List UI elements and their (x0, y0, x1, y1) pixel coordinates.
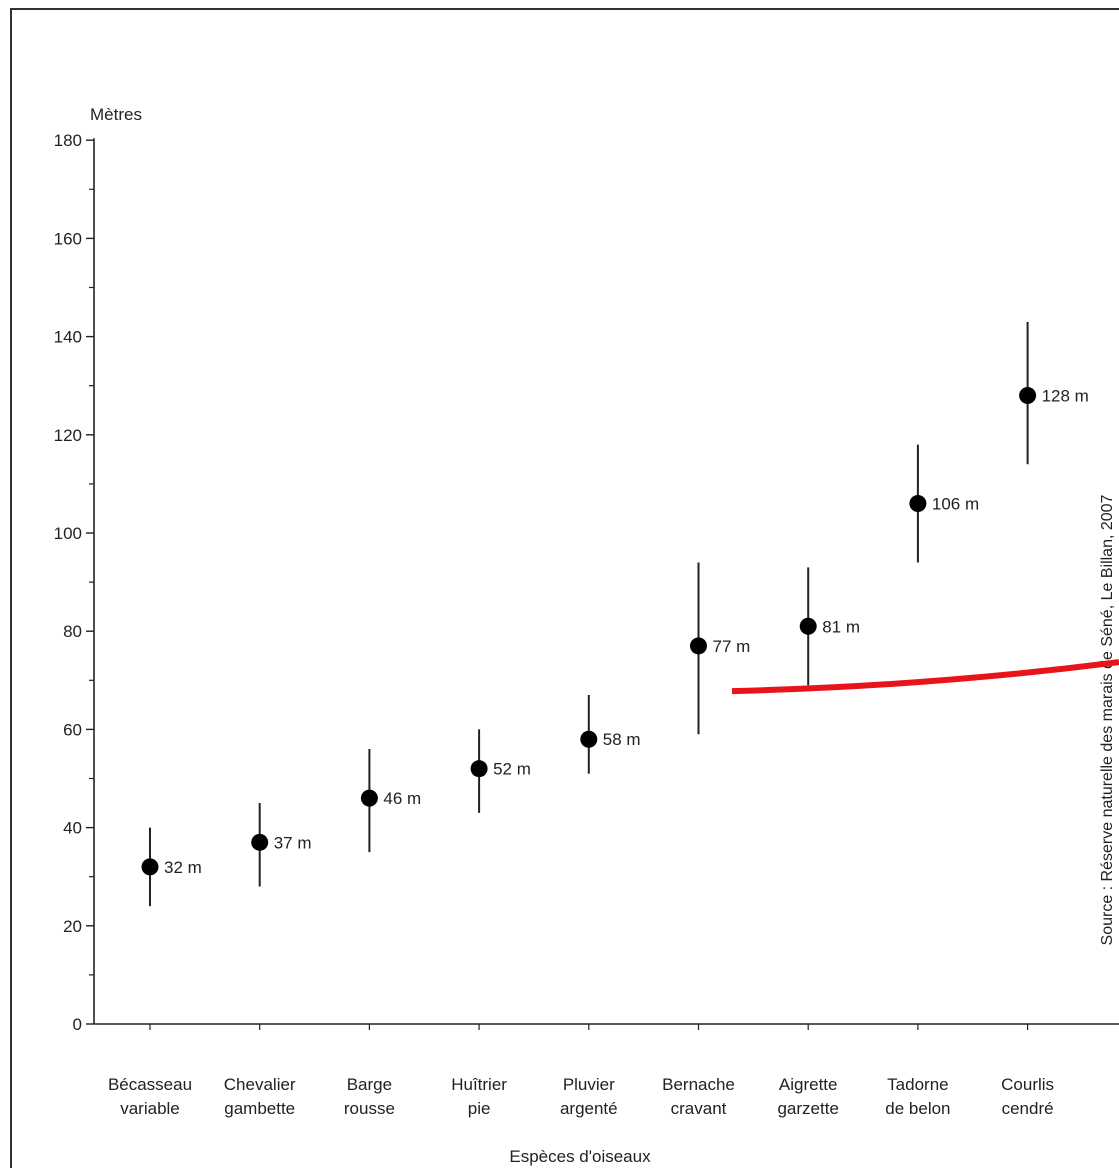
x-tick-label: Barge (347, 1075, 392, 1094)
data-point (1019, 387, 1037, 405)
data-label: 52 m (493, 760, 531, 779)
x-tick-label: argenté (560, 1099, 618, 1118)
error-bars (149, 321, 1029, 907)
data-label: 32 m (164, 858, 202, 877)
y-tick-label: 80 (63, 622, 82, 641)
data-point (470, 760, 488, 778)
x-tick-label: garzette (777, 1099, 838, 1118)
y-tick-label: 40 (63, 819, 82, 838)
x-axis-label: Espèces d'oiseaux (509, 1147, 651, 1166)
x-tick-label: Courlis (1001, 1075, 1054, 1094)
data-labels: 32 m 37 m 46 m 52 m 58 m 77 m 81 m 106 m 128 m (164, 387, 1089, 877)
y-tick-label: 180 (54, 131, 82, 150)
red-annotation-line (731, 659, 1119, 695)
x-tick-label: Pluvier (563, 1075, 615, 1094)
data-label: 128 m (1042, 387, 1089, 406)
x-tick-label: gambette (224, 1099, 295, 1118)
x-tick-label: cendré (1002, 1099, 1054, 1118)
y-tick-label: 160 (54, 229, 82, 248)
y-tick-label: 20 (63, 917, 82, 936)
data-label: 46 m (383, 789, 421, 808)
data-label: 81 m (822, 617, 860, 636)
data-point (909, 495, 927, 513)
chart-frame (10, 8, 1119, 1168)
x-tick-label: Bécasseau (108, 1075, 192, 1094)
x-tick-label: de belon (885, 1099, 950, 1118)
x-tick-label: rousse (344, 1099, 395, 1118)
x-tick-label: Aigrette (779, 1075, 838, 1094)
y-tick-label: 140 (54, 328, 82, 347)
x-tick-label: cravant (671, 1099, 727, 1118)
y-tick-label: 120 (54, 426, 82, 445)
x-tick-label: pie (468, 1099, 491, 1118)
data-point (799, 617, 817, 635)
y-tick-label: 0 (73, 1015, 82, 1034)
y-axis-label: Mètres (90, 105, 142, 124)
data-point (141, 858, 159, 876)
y-tick-label: 60 (63, 720, 82, 739)
data-label: 106 m (932, 495, 979, 514)
data-point (251, 833, 269, 851)
data-label: 77 m (713, 637, 751, 656)
data-point (690, 637, 707, 655)
x-tick-label: Chevalier (224, 1075, 296, 1094)
x-tick-label: variable (120, 1099, 180, 1118)
data-label: 58 m (603, 730, 641, 749)
data-points (141, 387, 1037, 876)
data-point (360, 789, 378, 807)
data-point (580, 730, 598, 748)
axes (93, 138, 1119, 1025)
y-tick-label: 100 (54, 524, 82, 543)
x-tick-label: Tadorne (887, 1075, 948, 1094)
x-tick-labels: Bécasseau variable Chevalier gambette Barge r… (108, 1024, 1054, 1118)
x-tick-label: Huîtrier (451, 1075, 507, 1094)
y-ticks: 0 20 40 60 80 100 120 140 160 180 (54, 131, 94, 1034)
x-tick-label: Bernache (662, 1075, 735, 1094)
source-note: Source : Réserve naturelle des marais de… (1099, 494, 1116, 945)
data-label: 37 m (274, 833, 312, 852)
